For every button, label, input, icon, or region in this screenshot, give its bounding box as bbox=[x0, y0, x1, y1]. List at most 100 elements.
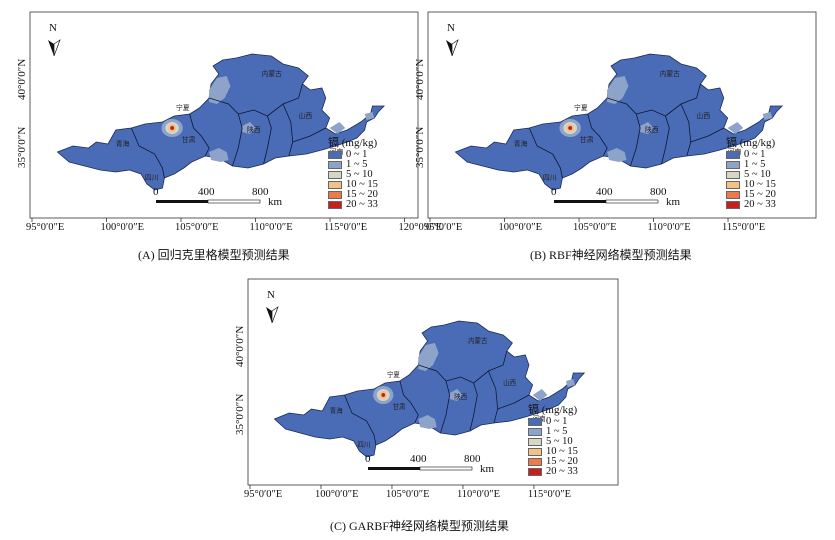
north-label: N bbox=[49, 22, 57, 34]
map-svg: 内蒙古宁夏甘肃陕西山西青海河南四川 bbox=[247, 278, 619, 489]
legend-item: 15 ~ 20 bbox=[726, 189, 776, 200]
north-label: N bbox=[267, 289, 275, 301]
province-label: 宁夏 bbox=[574, 103, 588, 112]
legend-swatch bbox=[528, 428, 542, 436]
legend-item: 20 ~ 33 bbox=[726, 199, 776, 210]
caption-panel-c: (C) GARBF神经网络模型预测结果 bbox=[330, 519, 510, 533]
legend-swatch bbox=[328, 151, 342, 159]
legend-swatch bbox=[528, 418, 542, 426]
basin-area bbox=[454, 53, 784, 191]
legend-label: 10 ~ 15 bbox=[744, 179, 776, 190]
hotspot-core bbox=[381, 393, 386, 397]
legend-item: 5 ~ 10 bbox=[328, 169, 378, 180]
province-label: 内蒙古 bbox=[468, 336, 488, 345]
legend-item: 0 ~ 1 bbox=[328, 149, 378, 160]
scale-bar bbox=[156, 199, 261, 204]
legend-swatch bbox=[528, 438, 542, 446]
legend-item: 5 ~ 10 bbox=[726, 169, 776, 180]
lon-label: 95°0′0″E bbox=[244, 489, 283, 500]
legend-item: 20 ~ 33 bbox=[528, 466, 578, 477]
north-arrow bbox=[446, 39, 459, 57]
map-panel-b: 内蒙古宁夏甘肃陕西山西青海河南四川 95°0′0″E100°0′0″E105°0… bbox=[414, 11, 818, 233]
scale-tick-label: 400 bbox=[410, 453, 427, 465]
province-label: 宁夏 bbox=[387, 370, 400, 379]
legend-item: 15 ~ 20 bbox=[328, 189, 378, 200]
legend-item: 10 ~ 15 bbox=[726, 179, 776, 190]
legend-item: 15 ~ 20 bbox=[528, 456, 578, 467]
legend-item: 1 ~ 5 bbox=[726, 159, 776, 170]
province-label: 陕西 bbox=[645, 125, 659, 134]
legend-swatch bbox=[528, 458, 542, 466]
class-1-5-zone bbox=[449, 389, 463, 401]
caption-panel-b: (B) RBF神经网络模型预测结果 bbox=[530, 248, 692, 262]
map-svg: 内蒙古宁夏甘肃陕西山西青海河南四川 bbox=[427, 11, 817, 222]
legend-item: 1 ~ 5 bbox=[528, 426, 578, 437]
legend-label: 5 ~ 10 bbox=[546, 436, 573, 447]
lon-label: 115°0′0″E bbox=[324, 222, 368, 233]
lon-label: 115°0′0″E bbox=[527, 489, 572, 500]
legend-label: 15 ~ 20 bbox=[346, 189, 378, 200]
legend-label: 20 ~ 33 bbox=[744, 199, 776, 210]
scale-unit: km bbox=[268, 196, 283, 208]
lat-label: 35°0′0″N bbox=[16, 126, 28, 168]
class-1-5-zone bbox=[209, 76, 231, 104]
scale-tick-label: 0 bbox=[365, 453, 371, 465]
lon-label: 110°0′0″E bbox=[647, 222, 691, 233]
class-1-5-zone bbox=[762, 112, 773, 120]
class-1-5-zone bbox=[242, 122, 256, 134]
lon-label: 100°0′0″E bbox=[100, 222, 145, 233]
province-boundaries bbox=[344, 350, 530, 446]
province-label: 内蒙古 bbox=[660, 69, 680, 78]
legend-label: 0 ~ 1 bbox=[546, 416, 568, 427]
legend-item: 1 ~ 5 bbox=[328, 159, 378, 170]
province-label: 青海 bbox=[514, 139, 528, 148]
province-label: 陕西 bbox=[454, 392, 467, 401]
province-label: 四川 bbox=[357, 441, 370, 449]
province-label: 青海 bbox=[116, 139, 130, 148]
map-frame bbox=[247, 278, 619, 486]
province-label: 陕西 bbox=[247, 125, 261, 134]
lon-label: 110°0′0″E bbox=[249, 222, 293, 233]
map-panel-a: 内蒙古宁夏甘肃陕西山西青海河南四川 95°0′0″E100°0′0″E105°0… bbox=[16, 11, 442, 233]
province-label: 山西 bbox=[299, 111, 313, 120]
scale-tick-label: 800 bbox=[252, 186, 269, 198]
lon-label: 120°0′0″E bbox=[398, 222, 443, 233]
province-label: 四川 bbox=[145, 174, 159, 182]
legend-item: 5 ~ 10 bbox=[528, 436, 578, 447]
legend-label: 5 ~ 10 bbox=[346, 169, 373, 180]
lon-label: 115°0′0″E bbox=[722, 222, 766, 233]
lon-label: 100°0′0″E bbox=[498, 222, 543, 233]
lon-label: 95°0′0″E bbox=[424, 222, 463, 233]
legend-label: 1 ~ 5 bbox=[546, 426, 568, 437]
scale-tick-label: 800 bbox=[650, 186, 667, 198]
province-boundaries bbox=[130, 83, 326, 179]
map-frame bbox=[427, 11, 817, 219]
legend-label: 15 ~ 20 bbox=[744, 189, 776, 200]
map-panel-c: 内蒙古宁夏甘肃陕西山西青海河南四川 95°0′0″E100°0′0″E105°0… bbox=[234, 278, 620, 500]
class-1-5-zone bbox=[532, 389, 548, 401]
scale-tick-label: 400 bbox=[198, 186, 215, 198]
legend-label: 15 ~ 20 bbox=[546, 456, 578, 467]
legend-label: 5 ~ 10 bbox=[744, 169, 771, 180]
lon-label: 100°0′0″E bbox=[314, 489, 359, 500]
scale-tick-label: 0 bbox=[551, 186, 557, 198]
lat-label: 40°0′0″N bbox=[234, 325, 246, 367]
lon-label: 105°0′0″E bbox=[385, 489, 430, 500]
hotspot-core bbox=[170, 126, 175, 130]
legend-swatch bbox=[726, 191, 740, 199]
basin-area bbox=[56, 53, 386, 191]
legend-swatch bbox=[528, 448, 542, 456]
legend-label: 10 ~ 15 bbox=[346, 179, 378, 190]
legend-title: 镉 (mg/kg) bbox=[328, 137, 378, 149]
province-label: 甘肃 bbox=[182, 135, 196, 144]
legend-swatch bbox=[726, 201, 740, 209]
legend-swatch bbox=[328, 161, 342, 169]
lon-label: 105°0′0″E bbox=[175, 222, 219, 233]
legend-swatch bbox=[528, 468, 542, 476]
class-1-5-zone bbox=[640, 122, 654, 134]
province-label: 山西 bbox=[503, 378, 516, 387]
scale-unit: km bbox=[666, 196, 681, 208]
legend-swatch bbox=[328, 191, 342, 199]
lat-label: 40°0′0″N bbox=[16, 58, 28, 100]
